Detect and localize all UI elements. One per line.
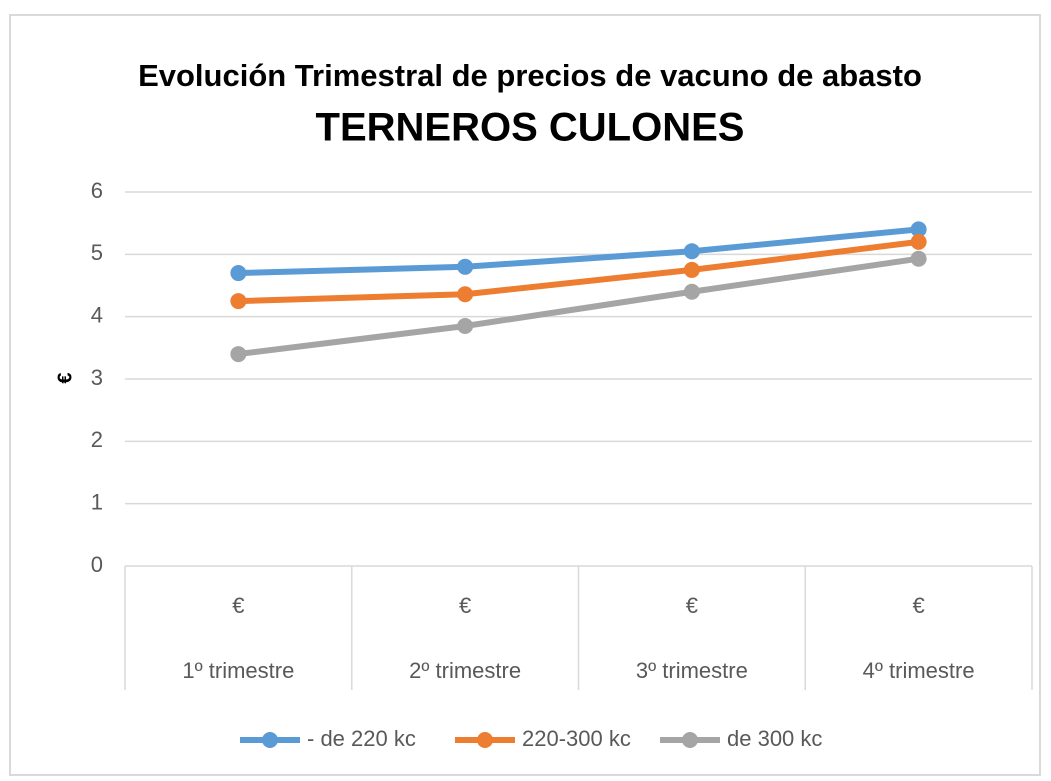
- data-point: [683, 243, 700, 260]
- data-point: [910, 221, 927, 238]
- legend-marker: [262, 732, 278, 748]
- data-point: [457, 286, 474, 303]
- data-point: [910, 233, 927, 250]
- y-tick-label: 5: [91, 240, 103, 265]
- series-line: [238, 226, 919, 277]
- x-tick-label: €: [913, 593, 925, 618]
- y-tick-label: 0: [91, 552, 103, 577]
- legend-label: 220-300 kc: [522, 726, 631, 751]
- data-point: [683, 283, 700, 300]
- y-tick-label: 2: [91, 427, 103, 452]
- x-group-label: 2º trimestre: [409, 658, 521, 683]
- series-line: [238, 255, 920, 358]
- legend-marker: [682, 732, 698, 748]
- data-point: [230, 265, 247, 282]
- y-tick-label: 4: [91, 302, 103, 327]
- data-point: [910, 250, 927, 267]
- x-tick-label: €: [232, 593, 244, 618]
- y-tick-label: 6: [91, 178, 103, 203]
- chart-border: [9, 14, 1041, 776]
- legend-marker: [477, 732, 493, 748]
- legend-label: de 300 kc: [727, 726, 822, 751]
- x-tick-label: €: [459, 593, 471, 618]
- x-group-label: 3º trimestre: [636, 658, 748, 683]
- x-group-label: 1º trimestre: [182, 658, 294, 683]
- data-point: [457, 258, 474, 275]
- y-tick-label: 1: [91, 489, 103, 514]
- x-group-label: 4º trimestre: [863, 658, 975, 683]
- data-point: [683, 261, 700, 278]
- data-point: [230, 346, 247, 363]
- x-tick-label: €: [686, 593, 698, 618]
- y-axis-label: €: [54, 372, 76, 383]
- chart-subtitle: TERNEROS CULONES: [316, 106, 745, 150]
- data-point: [230, 293, 247, 310]
- data-point: [457, 318, 474, 335]
- series-line: [238, 238, 919, 305]
- y-tick-label: 3: [91, 365, 103, 390]
- chart-title: Evolución Trimestral de precios de vacun…: [138, 58, 922, 93]
- legend-label: - de 220 kc: [307, 726, 416, 751]
